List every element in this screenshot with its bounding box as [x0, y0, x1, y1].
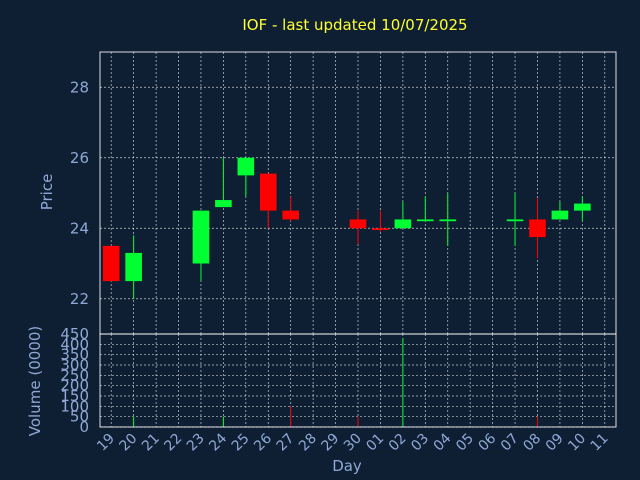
price-tick-label: 26	[70, 149, 89, 167]
volume-tick-label: 450	[60, 325, 89, 343]
x-tick-label: 23	[184, 431, 208, 455]
candle	[215, 157, 232, 208]
price-axis-label: Price	[38, 174, 56, 211]
x-tick-label: 11	[588, 431, 612, 455]
x-tick-label: 06	[476, 430, 500, 454]
x-tick-label: 09	[543, 431, 567, 455]
price-tick-label: 24	[70, 219, 89, 237]
candle-body	[215, 200, 232, 208]
candle-body	[102, 245, 120, 282]
candles	[102, 157, 591, 299]
candle-body	[237, 157, 255, 176]
x-tick-label: 29	[318, 431, 342, 455]
x-tick-label: 07	[498, 431, 522, 455]
candle	[439, 193, 457, 246]
x-tick-label: 28	[296, 431, 320, 455]
price-tick-label: 22	[70, 290, 89, 308]
price-grid	[100, 52, 616, 334]
x-tick-label: 30	[341, 431, 365, 455]
x-tick-label: 27	[274, 431, 298, 455]
candle	[574, 196, 591, 222]
x-tick-label: 22	[161, 431, 185, 455]
x-tick-label: 08	[520, 431, 544, 455]
candle	[282, 196, 299, 222]
candle	[506, 193, 524, 246]
x-tick-label: 03	[408, 431, 432, 455]
candle-body	[551, 210, 569, 220]
candle-body	[372, 228, 389, 231]
x-tick-label: 04	[431, 430, 455, 454]
candle-body	[192, 210, 210, 264]
volume-panel-frame	[99, 333, 617, 428]
x-tick-label: 10	[565, 431, 589, 455]
x-tick-label: 26	[251, 430, 275, 454]
candle	[102, 245, 120, 282]
price-yticks: 22 24 26 28	[70, 78, 89, 308]
volume-tick-label: 400	[60, 335, 89, 353]
x-tick-label: 02	[386, 431, 410, 455]
candle	[551, 201, 569, 220]
x-tick-label: 25	[229, 431, 253, 455]
volume-tick-label: 250	[60, 366, 89, 384]
candle	[125, 235, 142, 299]
candle-body	[394, 219, 412, 229]
volume-tick-label: 0	[79, 418, 89, 436]
volume-grid	[100, 333, 616, 428]
volume-tick-label: 100	[60, 397, 89, 415]
candle-body	[349, 219, 367, 229]
candle	[349, 210, 367, 245]
x-tick-label: 24	[206, 430, 230, 454]
price-tick-label: 28	[70, 78, 89, 96]
candle-body	[574, 203, 591, 211]
volume-axis-label: Volume (0000)	[26, 326, 44, 436]
candle	[529, 198, 546, 259]
candle-body	[506, 219, 524, 222]
volume-tick-label: 50	[70, 408, 89, 426]
chart-title: IOF - last updated 10/07/2025	[242, 16, 467, 34]
candle	[417, 196, 434, 222]
candle	[192, 210, 210, 282]
candle-body	[259, 173, 277, 211]
x-axis-label: Day	[332, 457, 362, 475]
x-tick-label: 21	[139, 431, 163, 455]
candle-body	[439, 219, 457, 222]
candle-body	[125, 252, 142, 282]
candle	[372, 210, 389, 232]
candle-body	[529, 219, 546, 238]
x-tick-label: 01	[363, 431, 387, 455]
x-tick-labels: 1920212223242526272829300102030405060708…	[94, 430, 611, 454]
x-tick-label: 20	[117, 431, 141, 455]
volume-tick-label: 300	[60, 356, 89, 374]
candle	[394, 201, 412, 229]
x-tick-label: 05	[453, 431, 477, 455]
x-tick-label: 19	[94, 431, 118, 455]
candle-body	[417, 219, 434, 222]
volume-tick-label: 200	[60, 377, 89, 395]
volume-bars	[133, 338, 538, 427]
volume-tick-label: 350	[60, 346, 89, 364]
candle	[259, 173, 277, 229]
candle-body	[282, 210, 299, 220]
volume-tick-label: 150	[60, 387, 89, 405]
candle	[237, 157, 255, 197]
